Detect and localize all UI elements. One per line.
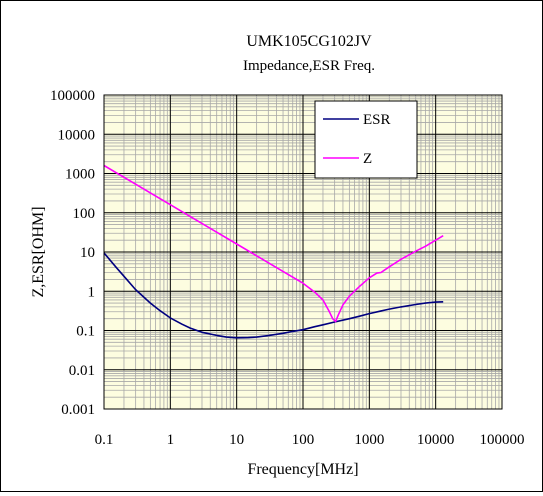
plot-border: [103, 94, 503, 410]
y-tick-label: 0.001: [61, 402, 95, 418]
x-axis-label: Frequency[MHz]: [247, 461, 358, 478]
y-tick-label: 0.1: [76, 324, 95, 340]
legend: ESR Z: [314, 100, 418, 179]
series-line-esr: [103, 252, 444, 339]
y-tick-label: 1: [88, 284, 96, 300]
y-axis-label: Z,ESR[OHM]: [30, 206, 47, 297]
series-layer: [103, 164, 444, 339]
x-tick-label: 10: [229, 432, 244, 448]
x-tick-label: 10000: [417, 432, 455, 448]
x-tick-label: 1000: [354, 432, 384, 448]
y-tick-label: 100: [73, 206, 96, 222]
x-tick-label: 0.1: [95, 432, 114, 448]
x-tick-labels: 0.1 1 10 100 1000 10000 100000: [95, 432, 525, 448]
legend-box: [314, 100, 418, 179]
series-line-z: [103, 164, 444, 323]
y-tick-labels: 0.001 0.01 0.1 1 10 100 1000 10000 100000: [50, 88, 95, 418]
chart-title: UMK105CG102JV: [246, 33, 372, 50]
y-tick-label: 10000: [58, 127, 96, 143]
x-tick-label: 100: [292, 432, 315, 448]
y-tick-label: 0.01: [69, 363, 95, 379]
x-tick-label: 1: [167, 432, 175, 448]
legend-z-label: Z: [363, 151, 372, 167]
y-tick-label: 10: [80, 245, 95, 261]
legend-esr-label: ESR: [363, 112, 391, 128]
y-tick-label: 100000: [50, 88, 95, 104]
x-tick-label: 100000: [480, 432, 525, 448]
chart-subtitle: Impedance,ESR Freq.: [243, 58, 375, 74]
y-tick-label: 1000: [65, 167, 95, 183]
